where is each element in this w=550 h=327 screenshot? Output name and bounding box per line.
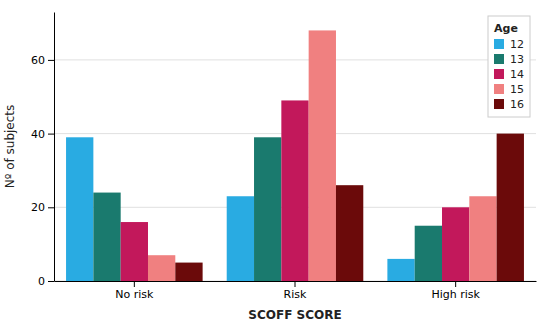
chart-container: 0 20 40 60 No risk Risk High risk Age 12 13 14 15 16… xyxy=(0,0,550,327)
y-tick-mark xyxy=(48,207,54,208)
bar xyxy=(175,263,202,281)
y-tick: 40 xyxy=(31,128,54,141)
chart-svg: 0 20 40 60 No risk Risk High risk Age 12 13 14 15 16… xyxy=(0,0,550,327)
bar xyxy=(415,226,442,281)
bar xyxy=(497,134,524,281)
y-tick-mark xyxy=(48,134,54,135)
bar-series xyxy=(121,100,470,281)
bars xyxy=(66,30,524,281)
bar-series xyxy=(175,134,524,281)
y-tick-label: 40 xyxy=(31,128,45,141)
x-tick: High risk xyxy=(431,281,480,301)
legend-title: Age xyxy=(494,22,518,35)
bar xyxy=(442,207,469,281)
legend-swatch xyxy=(494,99,504,109)
y-axis-title: Nº of subjects xyxy=(3,105,17,189)
legend-label: 14 xyxy=(510,68,524,81)
x-tick-mark xyxy=(455,281,456,287)
bar-series xyxy=(66,137,415,281)
bar xyxy=(387,259,414,281)
legend-swatch xyxy=(494,69,504,79)
bar xyxy=(66,137,93,281)
bar xyxy=(281,100,308,281)
y-tick-label: 0 xyxy=(38,275,45,288)
legend-label: 16 xyxy=(510,98,524,111)
x-tick-label: Risk xyxy=(284,288,307,301)
bar xyxy=(254,137,281,281)
legend-label: 12 xyxy=(510,38,524,51)
y-tick: 20 xyxy=(31,201,54,214)
y-tick-label: 20 xyxy=(31,201,45,214)
y-tick: 60 xyxy=(31,54,54,67)
bar xyxy=(227,196,254,281)
y-tick: 0 xyxy=(38,275,54,288)
legend-swatch xyxy=(494,54,504,64)
bar xyxy=(309,30,336,281)
bar xyxy=(93,193,120,281)
x-tick: Risk xyxy=(284,281,307,301)
x-axis-title: SCOFF SCORE xyxy=(248,308,341,322)
grid xyxy=(54,60,536,281)
plot-area: 0 20 40 60 No risk Risk High risk Age 12 13 14 15 16 xyxy=(31,13,537,301)
x-tick: No risk xyxy=(115,281,154,301)
legend-swatch xyxy=(494,84,504,94)
y-tick-label: 60 xyxy=(31,54,45,67)
bar xyxy=(148,255,175,281)
x-tick-label: No risk xyxy=(115,288,154,301)
legend-box xyxy=(488,16,530,117)
legend-label: 15 xyxy=(510,83,524,96)
legend-swatch xyxy=(494,39,504,49)
x-axis: No risk Risk High risk xyxy=(55,281,537,301)
legend: Age 12 13 14 15 16 xyxy=(488,16,530,117)
x-tick-mark xyxy=(295,281,296,287)
legend-label: 13 xyxy=(510,53,524,66)
bar-series xyxy=(148,30,497,281)
bar-series xyxy=(93,137,442,281)
x-tick-label: High risk xyxy=(431,288,480,301)
bar xyxy=(121,222,148,281)
grid-line xyxy=(54,59,536,60)
y-axis: 0 20 40 60 xyxy=(31,13,55,289)
y-tick-mark xyxy=(48,281,54,282)
bar xyxy=(469,196,496,281)
bar xyxy=(336,185,363,281)
x-tick-mark xyxy=(134,281,135,287)
y-tick-mark xyxy=(48,60,54,61)
y-axis-line xyxy=(54,13,55,282)
